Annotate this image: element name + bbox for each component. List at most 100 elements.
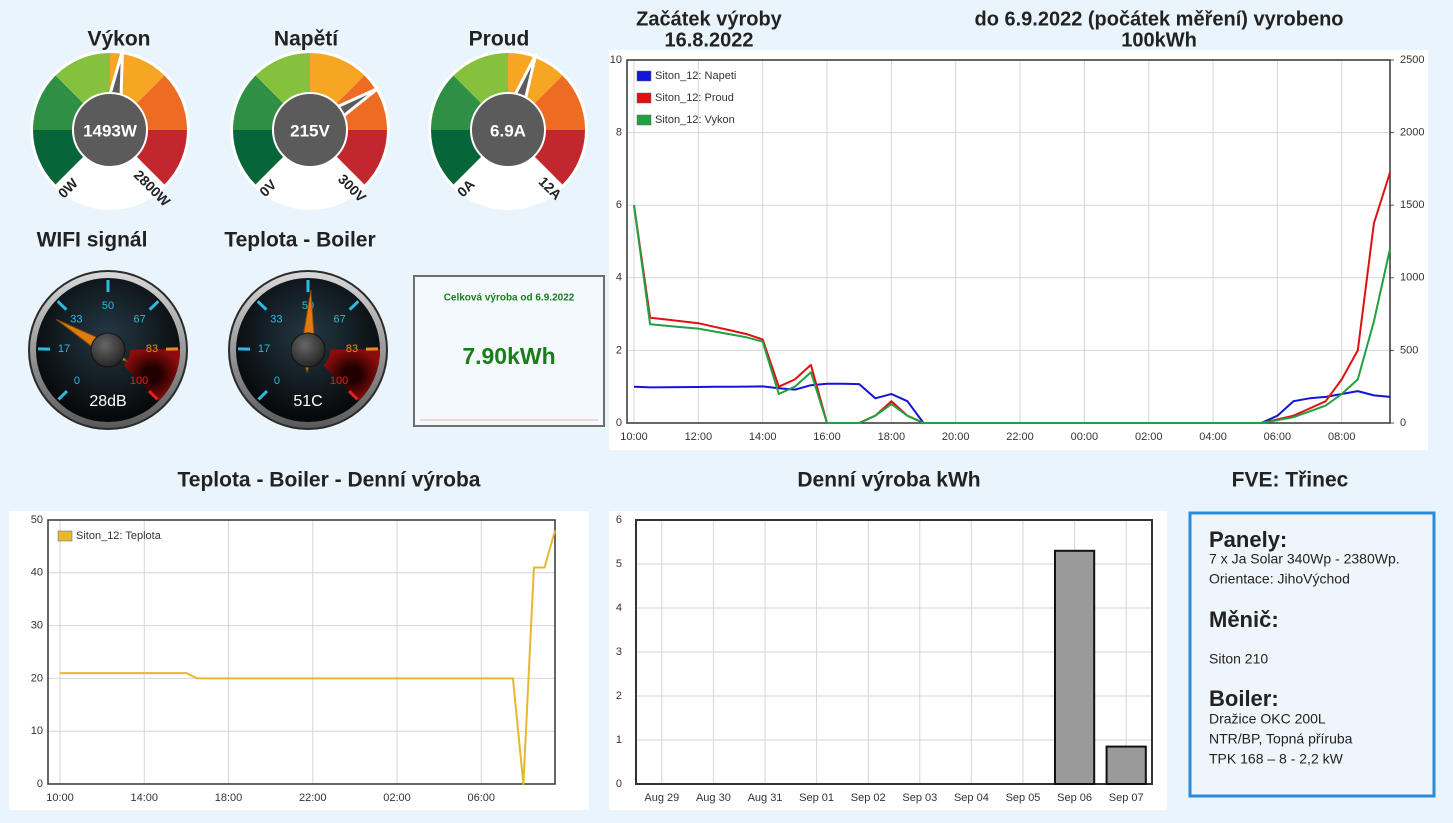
legend-label: Siton_12: Napeti bbox=[655, 70, 736, 82]
x-tick-label: 22:00 bbox=[1006, 431, 1034, 443]
dial-hub bbox=[290, 332, 326, 368]
x-tick-label: 10:00 bbox=[46, 792, 74, 804]
legend-swatch bbox=[636, 70, 652, 82]
y-tick-label: 2 bbox=[616, 344, 622, 356]
legend-swatch bbox=[636, 114, 652, 126]
dial-value: 28dB bbox=[89, 393, 126, 410]
x-tick-label: 12:00 bbox=[685, 431, 713, 443]
dial-tick bbox=[56, 300, 68, 311]
dial-tick bbox=[348, 300, 360, 311]
info-line: 7 x Ja Solar 340Wp - 2380Wp. bbox=[1209, 551, 1400, 567]
y-tick-label: 0 bbox=[616, 417, 622, 429]
summary-value: 7.90kWh bbox=[462, 343, 555, 369]
legend-swatch bbox=[57, 530, 73, 542]
x-tick-label: 10:00 bbox=[620, 431, 648, 443]
dial-title: Teplota - Boiler bbox=[224, 229, 375, 252]
dial-value: 51C bbox=[293, 393, 322, 410]
dial-tick-label: 17 bbox=[58, 343, 70, 355]
gauge-title: Proud bbox=[469, 28, 530, 51]
summary-box: Celková výroba od 6.9.2022 7.90kWh bbox=[413, 275, 605, 427]
bar bbox=[1105, 745, 1147, 785]
dial-red-zone bbox=[323, 348, 380, 401]
dial-tick bbox=[257, 389, 269, 401]
x-tick-label: 14:00 bbox=[130, 792, 158, 804]
dial-tick-label: 83 bbox=[146, 343, 158, 355]
x-tick-label: 18:00 bbox=[215, 792, 243, 804]
dial-title: WIFI signál bbox=[37, 229, 148, 252]
info-heading: Panely: bbox=[1209, 527, 1287, 552]
legend-label: Siton_12: Vykon bbox=[655, 114, 735, 126]
x-tick-label: 08:00 bbox=[1328, 431, 1356, 443]
dial-tick bbox=[347, 389, 359, 401]
summary-frame bbox=[413, 275, 605, 427]
info-line: NTR/BP, Topná příruba bbox=[1209, 731, 1353, 747]
gauge-value: 215V bbox=[290, 121, 330, 140]
y-tick-label: 10 bbox=[31, 725, 43, 737]
y-tick-label: 10 bbox=[610, 54, 622, 66]
gauge-hub bbox=[470, 92, 546, 168]
x-tick-label: Sep 06 bbox=[1057, 792, 1092, 804]
bar bbox=[1053, 549, 1096, 785]
x-tick-label: 22:00 bbox=[299, 792, 327, 804]
x-tick-label: 18:00 bbox=[878, 431, 906, 443]
x-tick-label: 06:00 bbox=[468, 792, 496, 804]
dial-tick-label: 17 bbox=[258, 343, 270, 355]
y-tick-label: 0 bbox=[37, 778, 43, 790]
dial-tick-label: 67 bbox=[133, 313, 145, 325]
chart-panel bbox=[9, 511, 589, 810]
chart-title: Začátek výroby bbox=[636, 8, 783, 30]
x-tick-label: Aug 30 bbox=[696, 792, 731, 804]
x-tick-label: 06:00 bbox=[1264, 431, 1292, 443]
info-line: Dražice OKC 200L bbox=[1209, 711, 1326, 727]
x-tick-label: 16:00 bbox=[813, 431, 841, 443]
x-tick-label: Aug 31 bbox=[748, 792, 783, 804]
dial-tick bbox=[147, 389, 159, 401]
chart-title: 16.8.2022 bbox=[665, 29, 754, 51]
x-tick-label: Sep 04 bbox=[954, 792, 989, 804]
y-tick-label: 20 bbox=[31, 672, 43, 684]
y-tick-label: 2 bbox=[616, 690, 622, 702]
plot-frame bbox=[47, 519, 556, 785]
dial-tick bbox=[57, 389, 69, 401]
x-tick-label: 04:00 bbox=[1199, 431, 1227, 443]
y-tick-label: 5 bbox=[616, 558, 622, 570]
dial-tick-label: 67 bbox=[333, 313, 345, 325]
dial-tick-label: 33 bbox=[70, 313, 82, 325]
dial-tick bbox=[256, 300, 268, 311]
y2-tick-label: 0 bbox=[1400, 417, 1406, 429]
dial-tick-label: 0 bbox=[74, 375, 80, 387]
info-line: TPK 168 – 8 - 2,2 kW bbox=[1209, 751, 1344, 767]
gauge-title: Napětí bbox=[274, 28, 339, 51]
y-tick-label: 1 bbox=[616, 734, 622, 746]
gauge-value: 6.9A bbox=[490, 121, 526, 140]
y-tick-label: 40 bbox=[31, 567, 43, 579]
legend-label: Siton_12: Proud bbox=[655, 92, 734, 104]
plot-frame bbox=[635, 519, 1153, 785]
x-tick-label: Sep 01 bbox=[799, 792, 834, 804]
info-frame bbox=[1188, 511, 1436, 798]
y-tick-label: 4 bbox=[616, 272, 622, 284]
gauge-hub bbox=[272, 92, 348, 168]
info-heading: Boiler: bbox=[1209, 686, 1279, 711]
summary-title: Celková výroba od 6.9.2022 bbox=[444, 293, 575, 304]
x-tick-label: 02:00 bbox=[1135, 431, 1163, 443]
gauge-value: 1493W bbox=[83, 121, 138, 140]
info-box: FVE: Třinec bbox=[1188, 469, 1436, 798]
chart-panel bbox=[609, 50, 1428, 450]
info-line: Orientace: JihoVýchod bbox=[1209, 571, 1350, 587]
series-line bbox=[633, 205, 1391, 424]
legend-swatch bbox=[636, 92, 652, 104]
dial-tick-label: 100 bbox=[130, 375, 148, 387]
gauge-hub bbox=[72, 92, 148, 168]
y-tick-label: 30 bbox=[31, 620, 43, 632]
series-line bbox=[60, 530, 556, 785]
dial-tick-label: 100 bbox=[330, 375, 348, 387]
info-line: Siton 210 bbox=[1209, 651, 1268, 667]
x-tick-label: Sep 07 bbox=[1109, 792, 1144, 804]
dial-tick-label: 0 bbox=[274, 375, 280, 387]
x-tick-label: Sep 02 bbox=[851, 792, 886, 804]
x-tick-label: Sep 05 bbox=[1006, 792, 1041, 804]
y-tick-label: 6 bbox=[616, 514, 622, 526]
x-tick-label: 02:00 bbox=[383, 792, 411, 804]
